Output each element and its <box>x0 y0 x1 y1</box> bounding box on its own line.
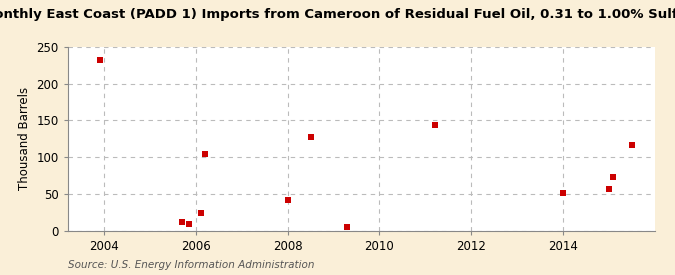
Point <box>177 220 188 224</box>
Point <box>603 187 614 191</box>
Text: Monthly East Coast (PADD 1) Imports from Cameroon of Residual Fuel Oil, 0.31 to : Monthly East Coast (PADD 1) Imports from… <box>0 8 675 21</box>
Point <box>558 191 568 196</box>
Point <box>608 175 619 179</box>
Point <box>95 58 105 62</box>
Point <box>184 221 194 226</box>
Point <box>195 210 206 215</box>
Point <box>626 142 637 147</box>
Point <box>200 152 211 156</box>
Y-axis label: Thousand Barrels: Thousand Barrels <box>18 87 30 190</box>
Text: Source: U.S. Energy Information Administration: Source: U.S. Energy Information Administ… <box>68 260 314 270</box>
Point <box>429 123 440 127</box>
Point <box>305 134 316 139</box>
Point <box>282 198 293 202</box>
Point <box>342 224 353 229</box>
